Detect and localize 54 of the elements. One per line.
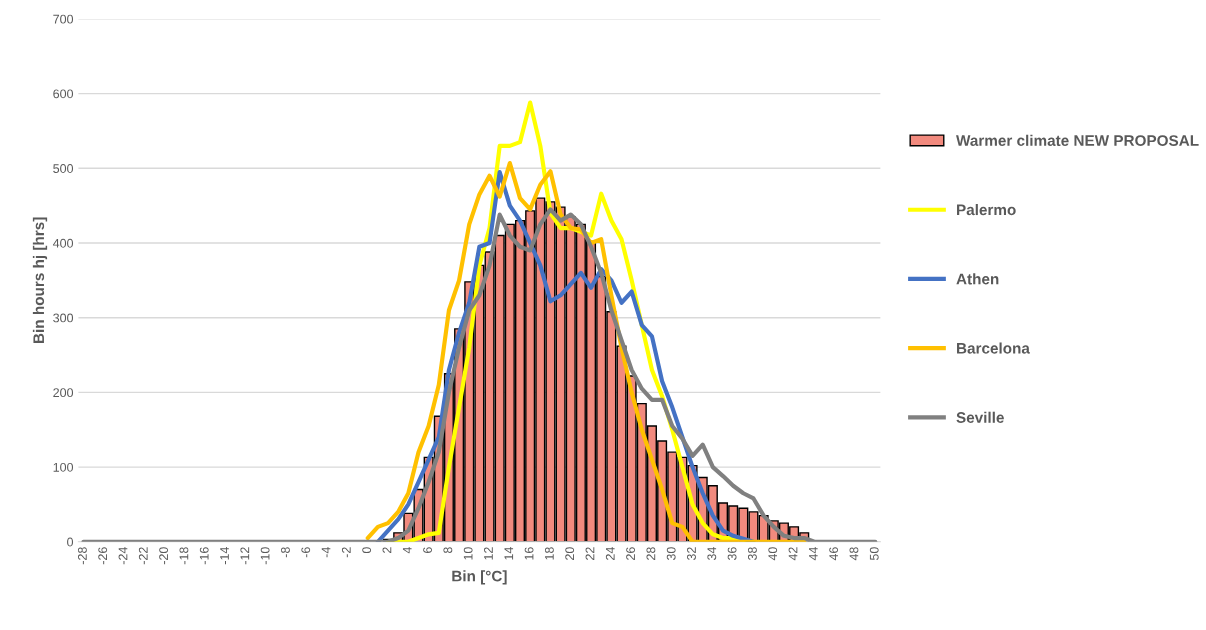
x-tick-label: 44 [809, 547, 818, 561]
x-tick-label: -12 [240, 547, 250, 565]
x-tick-label: 8 [443, 547, 453, 554]
legend-label: Athen [956, 273, 999, 285]
y-tick-label: 100 [53, 462, 74, 472]
x-tick-label: 40 [768, 547, 778, 561]
legend-label: Barcelona [957, 342, 1030, 354]
x-tick-label: -6 [301, 547, 311, 558]
x-tick-label: 48 [849, 547, 859, 561]
x-tick-label: -22 [138, 547, 148, 565]
x-tick-label: -4 [321, 547, 331, 558]
legend-label: Palermo [957, 203, 1016, 216]
y-tick-label: 700 [53, 14, 74, 24]
x-tick-label: 20 [565, 547, 575, 560]
x-tick-label: 36 [727, 547, 737, 561]
x-tick-label: -26 [98, 547, 108, 565]
x-tick-label: 42 [788, 547, 798, 561]
y-tick-label: 600 [53, 89, 74, 99]
x-tick-label: 6 [423, 547, 432, 553]
x-tick-label: -18 [179, 547, 189, 565]
x-tick-label: -28 [77, 547, 87, 565]
x-tick-label: -14 [220, 547, 229, 565]
x-tick-label: 30 [666, 547, 676, 561]
x-tick-label: 50 [869, 547, 879, 561]
legend-label: Seville [956, 411, 1004, 423]
x-tick-label: -10 [260, 547, 270, 565]
x-tick-label: 0 [362, 547, 372, 554]
x-tick-label: 16 [524, 547, 534, 560]
x-tick-label: 4 [402, 547, 412, 554]
x-tick-label: -2 [341, 547, 351, 558]
x-tick-label: 22 [585, 547, 595, 560]
y-tick-label: 400 [52, 238, 74, 248]
y-axis-title: Bin hours hj [hrs] [32, 217, 48, 343]
x-tick-label: 2 [382, 547, 392, 553]
x-tick-label: -8 [281, 547, 290, 558]
x-tick-label: -20 [159, 547, 169, 565]
x-tick-label: 46 [829, 547, 839, 561]
x-tick-label: -16 [199, 547, 209, 565]
x-tick-label: 32 [687, 547, 696, 561]
x-tick-label: 26 [626, 547, 636, 560]
x-tick-label: 34 [707, 547, 717, 561]
x-axis-title: Bin [°C] [452, 570, 507, 585]
x-tick-label: 38 [747, 547, 757, 561]
y-tick-label: 500 [53, 164, 74, 173]
x-tick-label: 28 [646, 547, 656, 560]
legend-label: Warmer climate NEW PROPOSAL [956, 134, 1199, 146]
y-tick-label: 300 [53, 313, 74, 323]
x-tick-label: 14 [504, 547, 514, 560]
x-tick-label: 18 [544, 547, 554, 560]
x-tick-label: -24 [118, 547, 128, 565]
x-tick-label: 12 [484, 547, 493, 560]
x-tick-label: 24 [605, 547, 615, 560]
y-tick-label: 200 [53, 388, 74, 398]
x-tick-label: 10 [463, 547, 473, 560]
